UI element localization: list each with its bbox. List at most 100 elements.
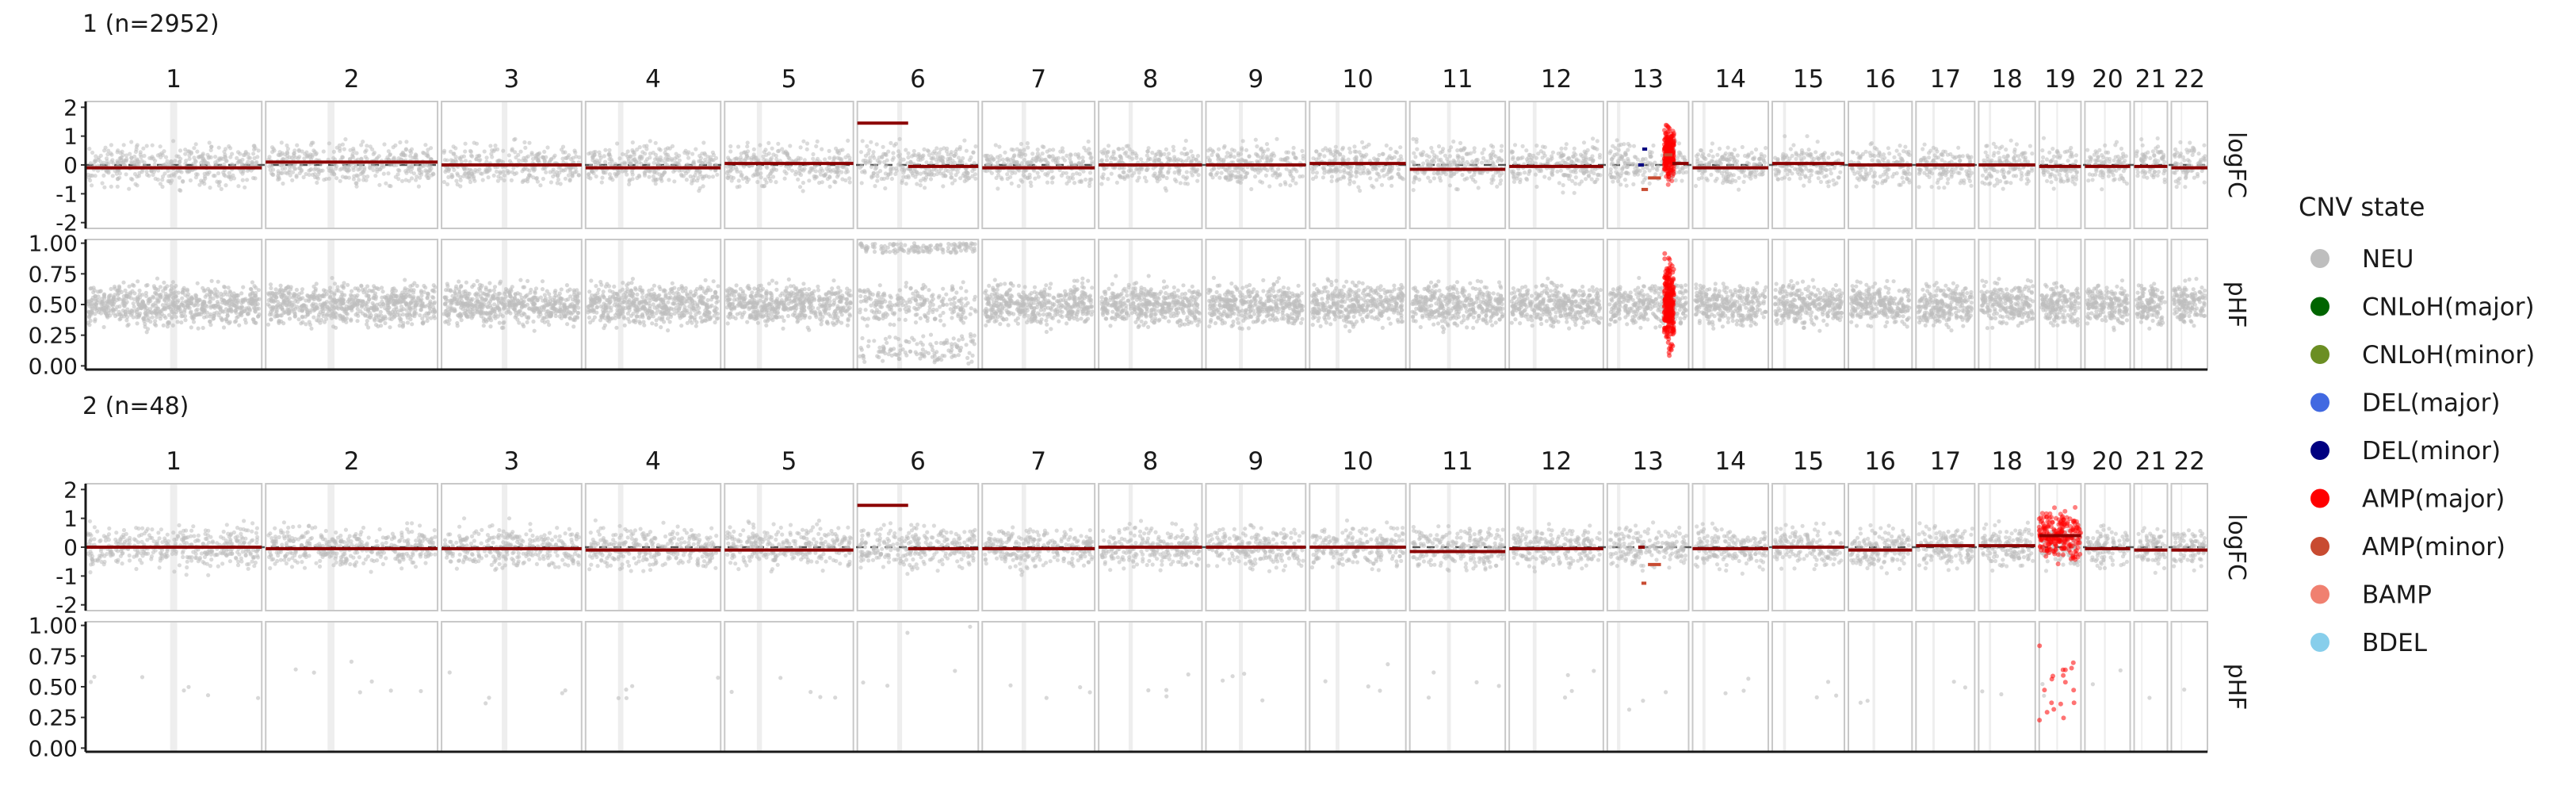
data-point: [1049, 169, 1054, 174]
chromosome-label-4: 4: [645, 65, 661, 94]
data-point: [1287, 169, 1292, 174]
data-point: [956, 155, 961, 160]
data-point: [1227, 173, 1232, 178]
data-point: [1426, 175, 1431, 180]
data-point: [1421, 161, 1426, 166]
data-point: [1340, 147, 1345, 151]
data-point: [90, 183, 94, 188]
data-point: [1901, 149, 1906, 154]
data-point: [1882, 155, 1887, 160]
data-point: [1455, 155, 1460, 160]
data-point: [1753, 147, 1759, 152]
data-point: [1431, 170, 1436, 176]
data-point: [2141, 152, 2146, 158]
data-point: [572, 170, 577, 174]
data-point: [1695, 157, 1700, 162]
data-point: [1512, 143, 1518, 147]
data-point: [1145, 166, 1150, 170]
data-point: [694, 147, 698, 151]
data-point: [1515, 157, 1520, 162]
data-point: [2155, 136, 2160, 141]
data-point: [2180, 155, 2185, 159]
data-point: [1178, 181, 1183, 186]
data-point: [361, 174, 366, 179]
data-point: [183, 162, 188, 167]
data-point: [1163, 186, 1168, 190]
data-point: [1351, 180, 1356, 185]
data-point: [1584, 155, 1588, 160]
data-point: [374, 165, 379, 170]
data-point: [388, 184, 393, 189]
data-point: [1151, 173, 1156, 178]
data-point: [529, 151, 534, 155]
data-point: [997, 144, 1002, 149]
data-point: [365, 144, 369, 148]
data-point: [334, 176, 339, 181]
data-point: [279, 140, 284, 145]
data-point: [1042, 158, 1047, 163]
data-point: [1154, 151, 1160, 156]
data-point: [352, 174, 357, 178]
data-point: [409, 150, 414, 155]
data-point: [290, 170, 296, 174]
data-point: [355, 174, 360, 178]
data-point: [890, 157, 895, 163]
data-point: [1352, 144, 1357, 149]
data-point: [658, 147, 663, 152]
data-point: [235, 160, 240, 165]
data-point: [1824, 174, 1829, 178]
data-point: [1806, 147, 1811, 152]
data-point: [1627, 144, 1632, 148]
data-point: [1816, 176, 1821, 181]
data-point: [691, 161, 696, 166]
data-point: [942, 174, 948, 178]
data-point: [484, 155, 489, 160]
data-point: [1538, 169, 1543, 174]
data-point: [1260, 152, 1266, 157]
data-point: [1810, 169, 1814, 174]
data-point: [1077, 172, 1082, 177]
data-point: [587, 151, 591, 156]
data-point: [491, 173, 496, 178]
data-point: [90, 150, 95, 155]
data-point: [308, 155, 312, 159]
data-point: [396, 172, 400, 177]
data-point: [1311, 176, 1316, 182]
data-point: [144, 144, 149, 148]
data-point: [764, 180, 769, 185]
data-point: [2100, 175, 2105, 180]
data-point: [998, 154, 1003, 159]
data-point: [361, 170, 366, 174]
data-point: [2106, 174, 2111, 178]
data-point: [426, 175, 430, 180]
chromosome-label-18: 18: [1991, 65, 2022, 94]
data-point: [1412, 151, 1416, 155]
amp-point: [1668, 131, 1674, 136]
data-point: [1790, 171, 1794, 176]
data-point: [815, 139, 820, 144]
data-point: [228, 155, 233, 159]
data-point: [524, 159, 529, 163]
data-point: [826, 168, 831, 174]
data-point: [1966, 176, 1971, 181]
data-point: [670, 157, 675, 162]
data-point: [950, 181, 955, 186]
data-point: [132, 171, 138, 177]
data-point: [522, 167, 526, 171]
data-point: [1680, 178, 1684, 183]
data-point: [813, 169, 818, 174]
data-point: [351, 146, 356, 151]
data-point: [453, 146, 458, 151]
data-point: [368, 163, 373, 167]
data-point: [564, 155, 569, 160]
data-point: [1480, 151, 1485, 155]
data-point: [2030, 168, 2035, 173]
data-point: [1499, 148, 1504, 153]
data-point: [836, 168, 841, 173]
data-point: [897, 152, 902, 157]
data-point: [1099, 182, 1104, 186]
data-point: [1314, 170, 1319, 175]
data-point: [1894, 148, 1899, 153]
data-point: [140, 159, 144, 163]
data-point: [548, 180, 554, 185]
